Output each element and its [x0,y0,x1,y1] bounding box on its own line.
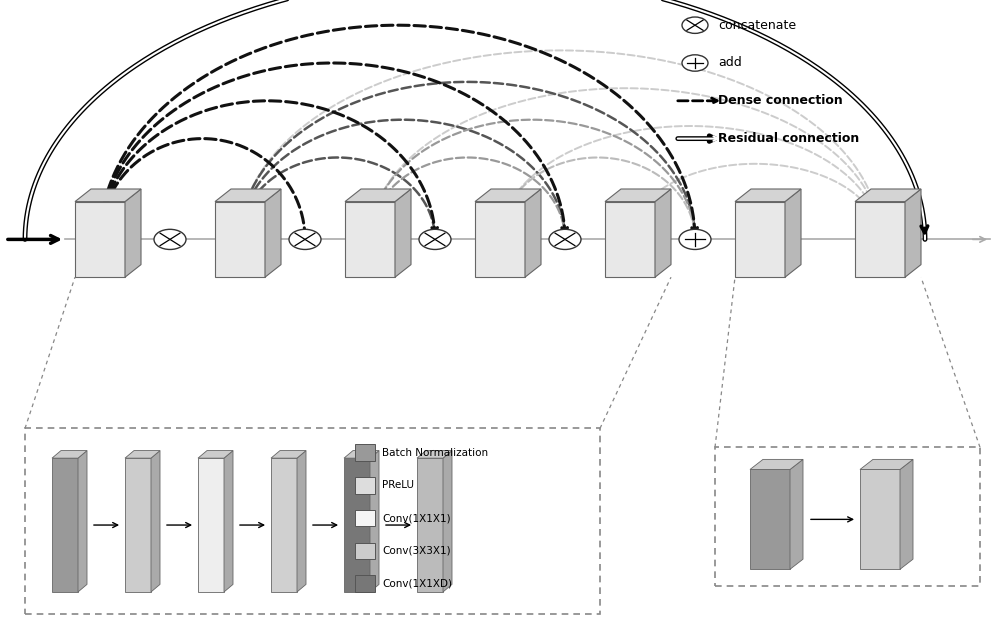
Circle shape [679,229,711,249]
Polygon shape [750,459,803,469]
Polygon shape [860,469,900,570]
Polygon shape [855,189,921,202]
Polygon shape [860,459,913,469]
Polygon shape [297,450,306,592]
Polygon shape [417,450,452,458]
Text: Conv(1X1X1): Conv(1X1X1) [382,513,451,523]
Circle shape [154,229,186,249]
Bar [355,477,375,493]
Circle shape [682,17,708,33]
Bar [25,428,600,614]
Text: add: add [718,57,742,69]
Polygon shape [370,450,379,592]
Polygon shape [655,189,671,277]
Polygon shape [271,450,306,458]
Polygon shape [198,458,224,592]
Polygon shape [735,189,801,202]
Polygon shape [785,189,801,277]
Polygon shape [125,450,160,458]
Polygon shape [605,202,655,277]
Bar [355,542,375,559]
Polygon shape [271,458,297,592]
Polygon shape [525,189,541,277]
Polygon shape [215,189,281,202]
Circle shape [289,229,321,249]
Polygon shape [344,450,379,458]
Polygon shape [345,189,411,202]
Polygon shape [344,458,370,592]
Polygon shape [345,202,395,277]
Polygon shape [265,189,281,277]
Text: concatenate: concatenate [718,19,796,32]
Text: Dense connection: Dense connection [718,94,843,107]
Bar [355,444,375,461]
Polygon shape [900,459,913,570]
Polygon shape [78,450,87,592]
Circle shape [419,229,451,249]
Polygon shape [224,450,233,592]
Polygon shape [735,202,785,277]
Polygon shape [905,189,921,277]
Text: Conv(1X1XD): Conv(1X1XD) [382,578,452,588]
Circle shape [682,55,708,71]
Polygon shape [790,459,803,570]
Polygon shape [855,202,905,277]
Polygon shape [395,189,411,277]
Bar [355,575,375,592]
Polygon shape [52,450,87,458]
Polygon shape [475,189,541,202]
Text: Residual connection: Residual connection [718,132,859,145]
Polygon shape [75,189,141,202]
Polygon shape [215,202,265,277]
Polygon shape [125,458,151,592]
Text: Conv(3X3X1): Conv(3X3X1) [382,546,451,556]
Polygon shape [475,202,525,277]
Circle shape [549,229,581,249]
Polygon shape [125,189,141,277]
Polygon shape [151,450,160,592]
Polygon shape [52,458,78,592]
Polygon shape [417,458,443,592]
Polygon shape [75,202,125,277]
Text: PReLU: PReLU [382,480,414,490]
Polygon shape [443,450,452,592]
Text: Batch Normalization: Batch Normalization [382,447,488,457]
Polygon shape [605,189,671,202]
Polygon shape [750,469,790,570]
Polygon shape [198,450,233,458]
Bar [715,447,980,586]
Bar [355,510,375,526]
